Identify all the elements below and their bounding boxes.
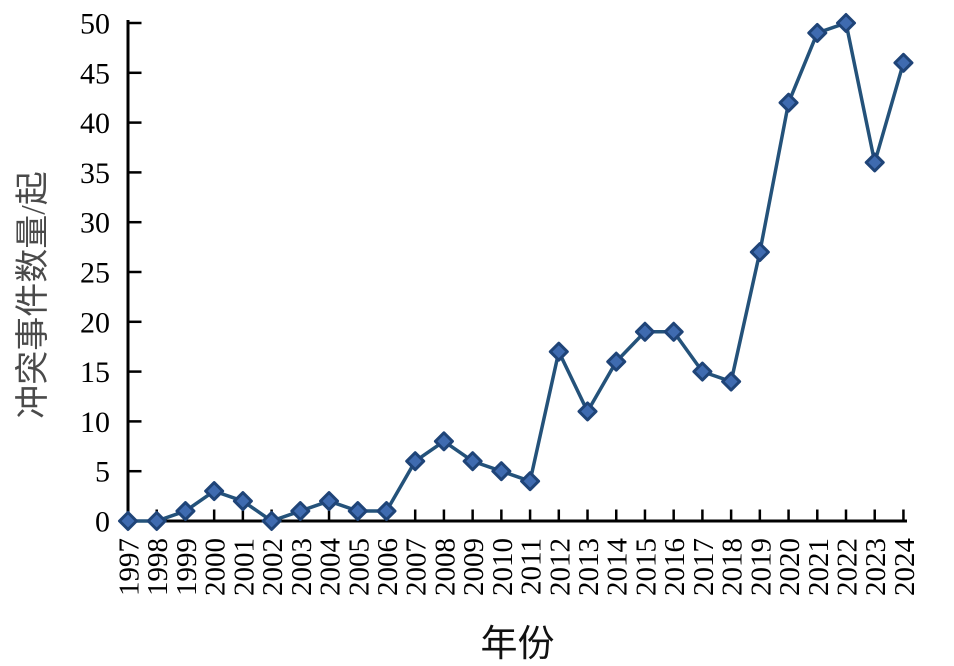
- data-line: [126, 21, 906, 523]
- x-tick-label: 1998: [142, 538, 174, 596]
- x-tick-label: 2003: [286, 538, 318, 596]
- x-axis-title: 年份: [480, 624, 555, 665]
- x-tick-label: 1999: [171, 538, 203, 596]
- y-tick-label: 5: [95, 456, 110, 489]
- y-tick-label: 0: [95, 506, 110, 539]
- data-point: [836, 13, 856, 33]
- x-tick-label: 2016: [659, 538, 691, 596]
- data-point: [405, 451, 426, 472]
- data-point: [290, 501, 311, 522]
- data-point: [548, 341, 569, 362]
- x-tick-label: 2010: [487, 538, 519, 596]
- data-point: [692, 361, 713, 382]
- x-tick-label: 2022: [832, 538, 864, 596]
- y-tick-label: 15: [80, 356, 110, 389]
- y-tick-label: 30: [80, 207, 110, 240]
- data-point: [347, 501, 368, 522]
- x-tick-label: 2011: [516, 538, 548, 595]
- data-point: [433, 431, 454, 452]
- data-point: [261, 511, 282, 531]
- y-axis-title: 冲突事件数量/起: [15, 171, 52, 419]
- y-tick-label: 45: [80, 57, 110, 90]
- y-tick-label: 20: [80, 306, 110, 339]
- x-tick-label: 2006: [372, 538, 404, 596]
- data-point: [376, 501, 397, 522]
- x-tick-label: 2001: [228, 538, 260, 596]
- data-point: [663, 321, 684, 342]
- x-tick-label: 2007: [401, 538, 433, 596]
- data-point: [118, 511, 138, 531]
- x-tick-label: 2008: [429, 538, 461, 596]
- x-tick-label: 2021: [803, 538, 835, 596]
- x-tick-label: 2020: [774, 538, 806, 596]
- data-point: [462, 451, 483, 472]
- data-point: [778, 92, 799, 113]
- data-point: [893, 52, 914, 73]
- data-point: [146, 511, 167, 531]
- x-tick-label: 2014: [602, 538, 634, 597]
- data-point: [807, 22, 828, 43]
- data-point: [749, 242, 770, 263]
- y-tick-label: 25: [80, 257, 110, 290]
- x-tick-label: 2002: [257, 538, 289, 596]
- data-point: [520, 471, 541, 492]
- x-tick-label: 2019: [745, 538, 777, 596]
- data-point: [721, 371, 742, 392]
- x-tick-label: 2018: [717, 538, 749, 596]
- y-tick-label: 50: [80, 8, 110, 41]
- y-tick-label: 10: [80, 406, 110, 439]
- y-tick-label: 35: [80, 157, 110, 190]
- data-point: [491, 461, 512, 482]
- data-point: [864, 152, 885, 173]
- x-tick-label: 2004: [315, 538, 347, 597]
- data-point: [606, 351, 627, 372]
- data-point: [319, 491, 340, 512]
- x-tick-label: 2009: [458, 538, 490, 596]
- x-tick-label: 2017: [688, 538, 720, 596]
- data-point: [175, 501, 196, 522]
- x-tick-label: 2012: [544, 538, 576, 596]
- data-point: [204, 481, 225, 502]
- data-point: [232, 491, 253, 512]
- x-tick-label: 2013: [573, 538, 605, 596]
- x-tick-label: 2023: [860, 538, 892, 596]
- y-tick-label: 40: [80, 107, 110, 140]
- x-tick-label: 2000: [200, 538, 232, 596]
- x-tick-label: 2015: [630, 538, 662, 596]
- data-point: [634, 321, 655, 342]
- x-tick-label: 1997: [114, 538, 146, 596]
- data-point: [577, 401, 598, 422]
- x-tick-label: 2024: [889, 538, 921, 597]
- x-tick-label: 2005: [343, 538, 375, 596]
